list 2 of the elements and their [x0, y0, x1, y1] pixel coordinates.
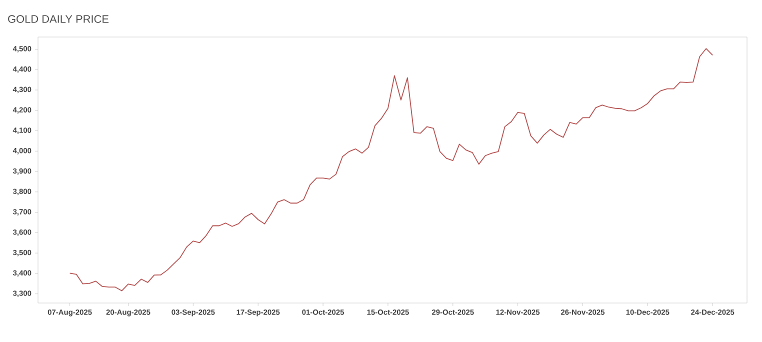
line-series [69, 48, 714, 292]
chart-title: GOLD DAILY PRICE [8, 15, 109, 23]
